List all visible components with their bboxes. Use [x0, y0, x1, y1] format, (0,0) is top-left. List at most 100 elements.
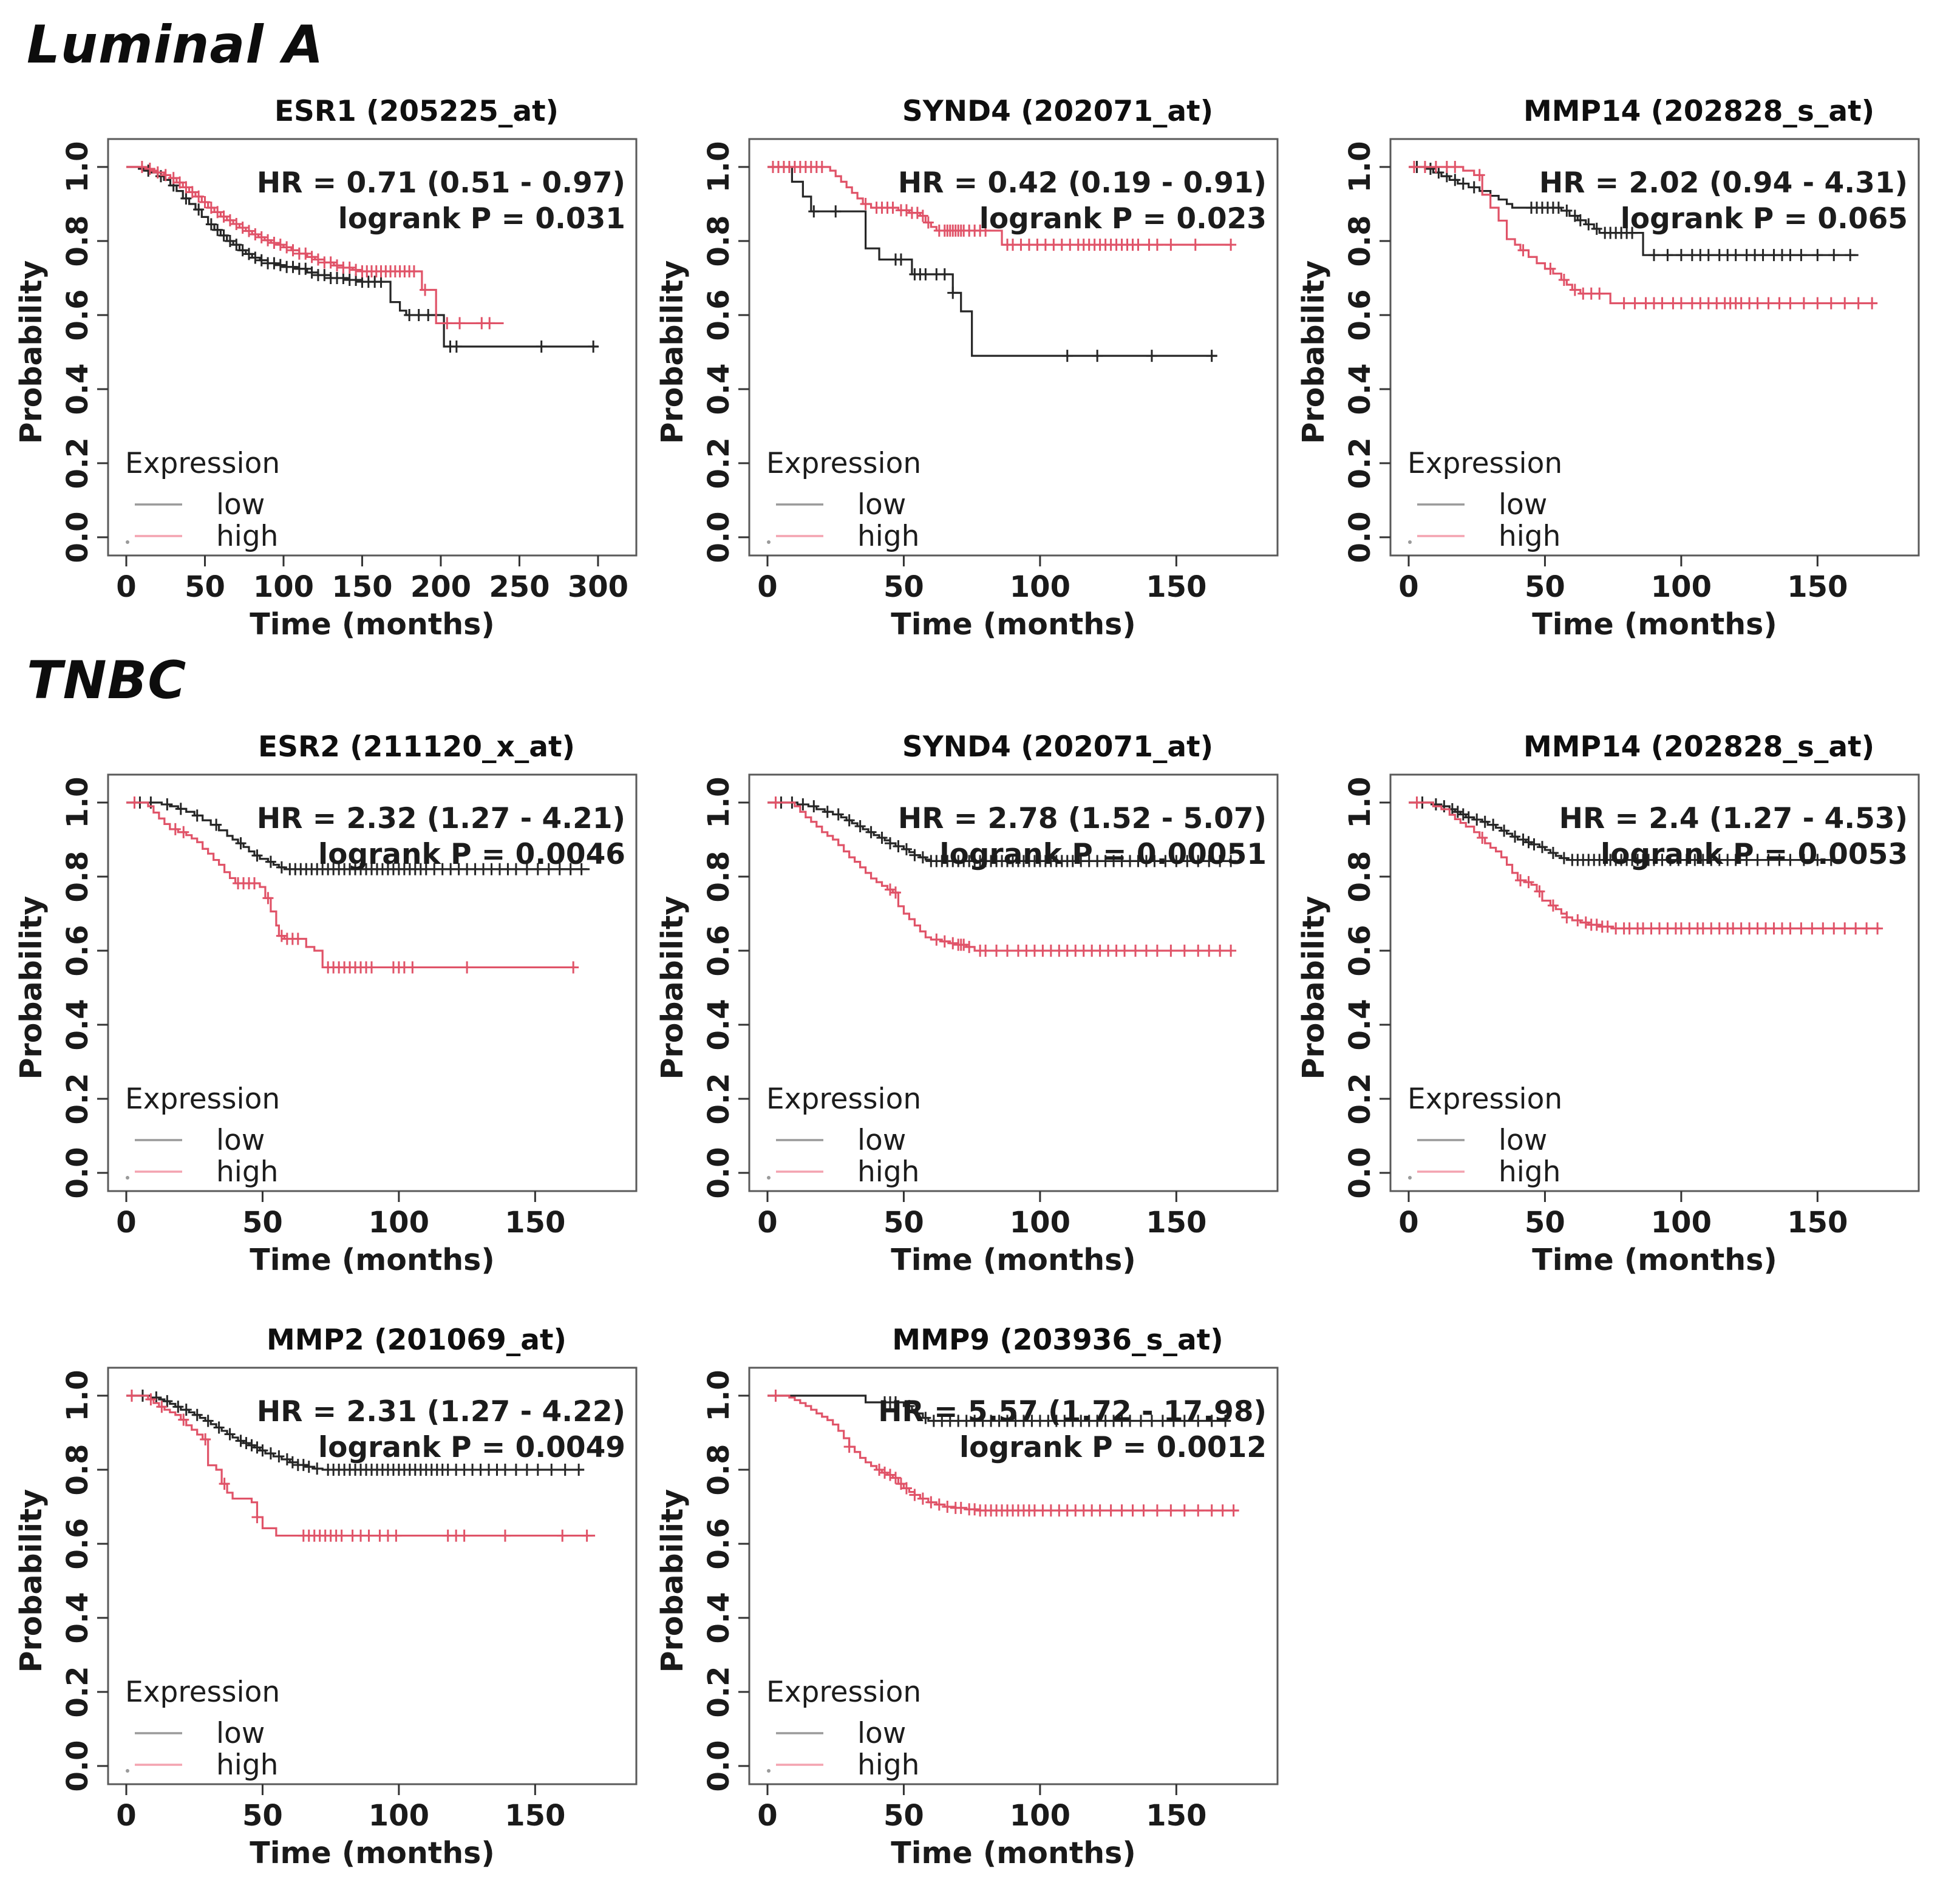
- y-tick-label: 0.6: [702, 1518, 736, 1569]
- logrank-annotation: logrank P = 0.0012: [959, 1431, 1267, 1464]
- y-tick-label: 1.0: [61, 1370, 95, 1421]
- y-tick-label: 0.4: [1343, 363, 1377, 415]
- y-axis-label: Probability: [16, 1489, 49, 1673]
- y-tick-label: 0.8: [1343, 851, 1377, 902]
- legend-high-label: high: [857, 1155, 919, 1189]
- section-luminal-a: Luminal A ESR1 (205225_at) Probability 0.0…: [16, 15, 1944, 647]
- km-panel: SYND4 (202071_at) Probability 0.0 0.2 0.4 0.6…: [657, 717, 1298, 1282]
- survival-curve-high: [767, 166, 1231, 246]
- censor-marks-high: [1408, 161, 1878, 310]
- y-tick-label: 0.4: [61, 999, 95, 1050]
- censor-marks-high: [767, 161, 1237, 251]
- legend-low-label: low: [857, 1717, 906, 1750]
- km-panel: MMP14 (202828_s_at) Probability 0.0 0.2 0.4 0…: [1298, 717, 1939, 1282]
- y-tick-label: 0.8: [61, 215, 95, 267]
- hr-annotation: HR = 5.57 (1.72 - 17.98): [878, 1395, 1267, 1428]
- y-tick-label: 0.6: [702, 289, 736, 341]
- km-panel: SYND4 (202071_at) Probability 0.0 0.2 0.4 0.6…: [657, 81, 1298, 647]
- plot-grid-luminal-a: ESR1 (205225_at) Probability 0.0 0.2 0.4 0.6 0…: [16, 81, 1944, 647]
- plot-title: MMP14 (202828_s_at): [1523, 730, 1875, 764]
- y-tick-label: 0.4: [61, 363, 95, 415]
- x-tick-label: 250: [489, 570, 550, 604]
- legend-low-label: low: [216, 1124, 265, 1157]
- y-axis-label: Probability: [657, 896, 690, 1080]
- km-plot-svg: Probability 0.0 0.2 0.4 0.6 0.8 1.0 0 50 100 150 HR…: [1298, 138, 1920, 642]
- hr-annotation: HR = 2.02 (0.94 - 4.31): [1539, 166, 1908, 200]
- legend-high-label: high: [1499, 520, 1560, 553]
- y-tick-label: 0.8: [702, 215, 736, 267]
- logrank-annotation: logrank P = 0.0046: [318, 838, 625, 871]
- survival-curve-high: [1409, 801, 1880, 929]
- survival-curve-high: [1409, 166, 1878, 305]
- plot-title: MMP2 (201069_at): [267, 1323, 567, 1357]
- x-axis-label: Time (months): [891, 1836, 1135, 1870]
- legend-low-label: low: [216, 1717, 265, 1750]
- y-tick-label: 0.6: [1343, 925, 1377, 976]
- x-tick-label: 150: [1787, 1206, 1848, 1240]
- hr-annotation: HR = 2.31 (1.27 - 4.22): [257, 1395, 625, 1428]
- y-tick-label: 1.0: [61, 776, 95, 828]
- legend-high-label: high: [1499, 1155, 1560, 1189]
- y-tick-label: 0.6: [702, 925, 736, 976]
- x-axis-label: Time (months): [1532, 607, 1777, 642]
- km-plot-svg: Probability 0.0 0.2 0.4 0.6 0.8 1.0 0 50 100 150 HR…: [16, 1367, 638, 1870]
- censor-marks-low: [143, 165, 599, 353]
- plot-box: [1389, 773, 1920, 1192]
- survival-curve-low: [767, 166, 1217, 357]
- y-tick-label: 0.8: [702, 851, 736, 902]
- km-plot-svg: Probability 0.0 0.2 0.4 0.6 0.8 1.0 0 50 100 150 20…: [16, 138, 638, 642]
- y-tick-label: 1.0: [702, 141, 736, 192]
- y-tick-label: 0.6: [1343, 289, 1377, 341]
- y-tick-label: 0.8: [1343, 215, 1377, 267]
- legend-high-label: high: [216, 1155, 278, 1189]
- y-tick-label: 0.2: [702, 1073, 736, 1124]
- x-axis-label: Time (months): [891, 607, 1135, 642]
- plot-title: MMP9 (203936_s_at): [892, 1323, 1223, 1357]
- legend-high-label: high: [857, 1748, 919, 1782]
- km-plot-svg: Probability 0.0 0.2 0.4 0.6 0.8 1.0 0 50 100 150 HR…: [1298, 773, 1920, 1277]
- logrank-annotation: logrank P = 0.031: [338, 202, 625, 236]
- x-tick-label: 150: [505, 1206, 565, 1240]
- logrank-annotation: logrank P = 0.0053: [1601, 838, 1908, 871]
- logrank-annotation: logrank P = 0.023: [979, 202, 1267, 236]
- censor-marks-high: [129, 796, 579, 974]
- legend-title: Expression: [766, 1676, 921, 1709]
- censor-marks-high: [770, 796, 1237, 957]
- plot-grid-tnbc: ESR2 (211120_x_at) Probability 0.0 0.2 0.4 0.…: [16, 717, 1944, 1875]
- y-tick-label: 0.2: [61, 1073, 95, 1124]
- y-tick-label: 0.6: [61, 289, 95, 341]
- x-tick-label: 100: [1010, 1206, 1070, 1240]
- x-tick-label: 0: [116, 1206, 136, 1240]
- x-tick-label: 200: [410, 570, 471, 604]
- y-tick-label: 0.2: [61, 437, 95, 489]
- x-tick-label: 50: [883, 1206, 924, 1240]
- logrank-annotation: logrank P = 0.00051: [939, 838, 1267, 871]
- plot-box: [107, 138, 638, 557]
- x-tick-label: 0: [1398, 1206, 1418, 1240]
- section-header-luminal-a: Luminal A: [27, 15, 324, 75]
- hr-annotation: HR = 2.4 (1.27 - 4.53): [1559, 802, 1908, 835]
- y-tick-label: 0.0: [61, 511, 95, 563]
- section-header-tnbc: TNBC: [27, 650, 187, 711]
- x-tick-label: 100: [253, 570, 314, 604]
- y-tick-label: 0.6: [61, 1518, 95, 1569]
- legend-title: Expression: [1407, 1082, 1562, 1116]
- x-tick-label: 100: [1651, 1206, 1712, 1240]
- x-tick-label: 150: [1146, 570, 1206, 604]
- logrank-annotation: logrank P = 0.065: [1621, 202, 1908, 236]
- y-tick-label: 0.4: [1343, 999, 1377, 1050]
- x-tick-label: 100: [369, 1799, 429, 1833]
- y-tick-label: 0.8: [61, 851, 95, 902]
- y-tick-label: 1.0: [1343, 141, 1377, 192]
- section-tnbc: TNBC ESR2 (211120_x_at) Probability 0.0 0.2…: [16, 650, 1944, 1875]
- y-tick-label: 0.0: [702, 1147, 736, 1198]
- legend-title: Expression: [125, 1676, 280, 1709]
- y-tick-label: 0.0: [702, 511, 736, 563]
- censor-marks-low: [879, 1396, 1231, 1427]
- x-tick-label: 0: [1398, 570, 1418, 604]
- legend-high-label: high: [216, 520, 278, 553]
- y-tick-label: 0.0: [61, 1147, 95, 1198]
- x-tick-label: 0: [757, 1206, 777, 1240]
- legend-high-label: high: [857, 520, 919, 553]
